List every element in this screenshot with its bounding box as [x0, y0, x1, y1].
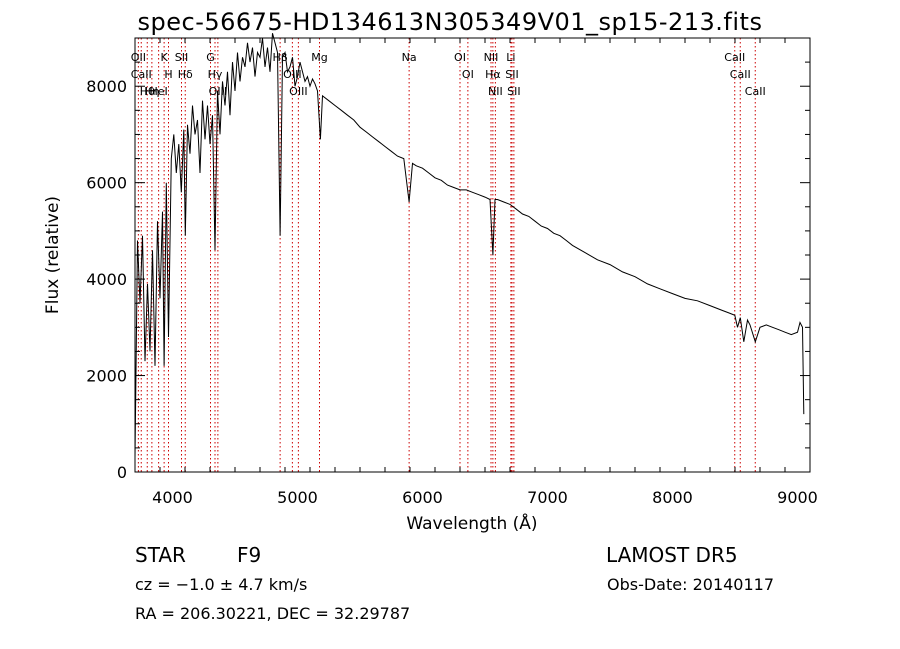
x-tick-label: 9000 [777, 488, 818, 507]
marker-label: CaII [131, 68, 152, 81]
y-tick-label: 8000 [86, 77, 127, 96]
marker-label: SII [505, 68, 518, 81]
marker-label: Hα [485, 68, 501, 81]
y-tick-label: 2000 [86, 367, 127, 386]
marker-label: G [206, 51, 215, 64]
coordinates: RA = 206.30221, DEC = 32.29787 [135, 604, 411, 623]
x-axis-ticks: 4000 5000 6000 7000 8000 9000 [134, 38, 818, 507]
marker-label: CaII [724, 51, 745, 64]
chart-title: spec-56675-HD134613N305349V01_sp15-213.f… [137, 8, 763, 36]
marker-label: Mg [311, 51, 327, 64]
marker-label: NII [488, 85, 503, 98]
plot-frame [134, 37, 811, 473]
marker-label: NII [484, 51, 499, 64]
y-axis-ticks: 0 2000 4000 6000 8000 [86, 37, 810, 482]
marker-label: K [161, 51, 169, 64]
redshift-value: cz = −1.0 ± 4.7 km/s [135, 575, 308, 594]
y-tick-label: 4000 [86, 270, 127, 289]
marker-label: Hγ [208, 68, 223, 81]
marker-label: HeI [149, 85, 167, 98]
x-tick-label: 6000 [402, 488, 443, 507]
x-axis-label: Wavelength (Å) [406, 512, 537, 534]
marker-label: Hθ [140, 85, 155, 98]
marker-label: CaII [745, 85, 766, 98]
y-axis-label: Flux (relative) [43, 196, 63, 314]
y-tick-label: 0 [117, 463, 127, 482]
marker-label: OI [454, 51, 466, 64]
marker-label: Hδ [178, 68, 193, 81]
x-tick-label: 7000 [527, 488, 568, 507]
marker-label: SII [175, 51, 188, 64]
survey-name: LAMOST DR5 [606, 543, 738, 567]
x-tick-label: 4000 [152, 488, 193, 507]
y-tick-label: 6000 [86, 174, 127, 193]
observation-date: Obs-Date: 20140117 [607, 575, 775, 594]
object-subclass: F9 [237, 543, 262, 567]
spectrum-line [134, 33, 805, 458]
marker-label: CaII [730, 68, 751, 81]
marker-label: Hη [144, 85, 159, 98]
marker-label: H [164, 68, 172, 81]
marker-label: OIII [289, 85, 307, 98]
marker-label: OI [462, 68, 474, 81]
marker-label: Na [402, 51, 417, 64]
marker-label: SII [507, 85, 520, 98]
x-tick-label: 5000 [277, 488, 318, 507]
x-tick-label: 8000 [652, 488, 693, 507]
marker-label: Li [506, 51, 515, 64]
object-class: STAR [135, 543, 186, 567]
